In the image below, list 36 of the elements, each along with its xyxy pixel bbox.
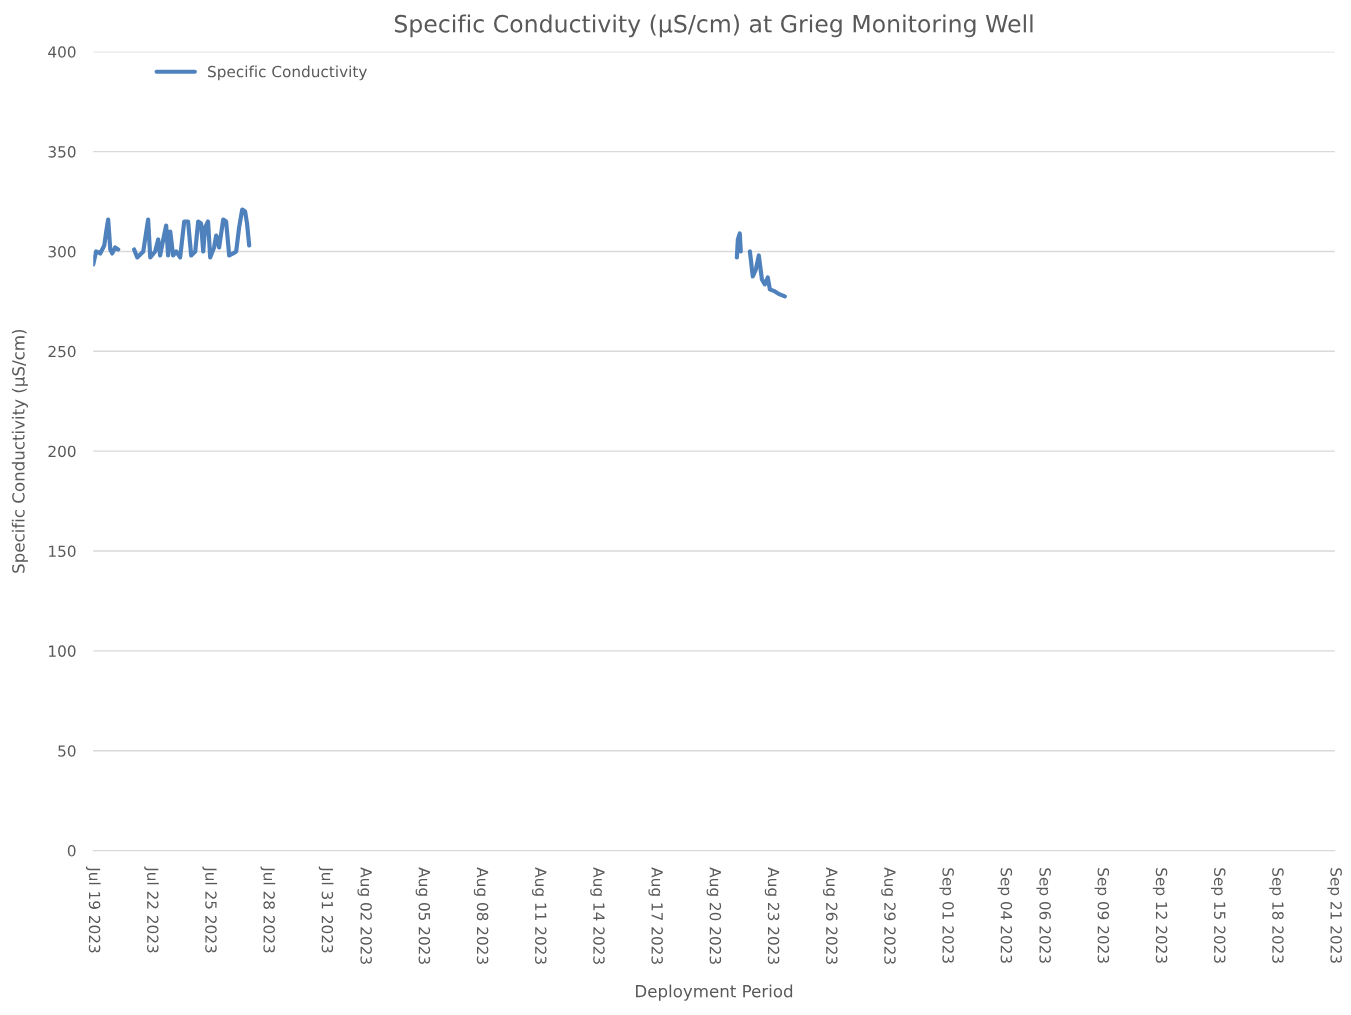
x-tick-label: Aug 20 2023 xyxy=(706,867,722,964)
y-tick-label: 0 xyxy=(67,845,76,857)
y-tick-label: 350 xyxy=(48,146,76,158)
x-tick-label: Sep 09 2023 xyxy=(1094,868,1110,963)
x-tick-label: Sep 15 2023 xyxy=(1211,868,1226,963)
x-tick-label: Aug 26 2023 xyxy=(823,867,838,964)
y-tick-label: 50 xyxy=(58,745,76,757)
x-tick-label: Jul 31 2023 xyxy=(318,866,334,953)
x-tick-label: Jul 22 2023 xyxy=(144,866,159,953)
x-tick-label: Aug 11 2023 xyxy=(532,867,547,964)
y-tick-label: 300 xyxy=(48,245,76,258)
x-tick-label: Aug 05 2023 xyxy=(415,867,431,964)
x-tick-label: Sep 01 2023 xyxy=(939,868,954,963)
x-tick-label: Sep 21 2023 xyxy=(1327,868,1342,963)
y-tick-label: 200 xyxy=(48,445,76,458)
x-tick-label: Aug 23 2023 xyxy=(764,867,780,964)
x-tick-label: Sep 04 2023 xyxy=(997,868,1013,963)
x-tick-label: Sep 06 2023 xyxy=(1036,868,1051,963)
x-tick-label: Jul 28 2023 xyxy=(260,866,276,953)
y-tick-label: 100 xyxy=(49,645,76,657)
y-tick-label: 250 xyxy=(48,345,76,358)
y-axis-title: Specific Conductivity (µS/cm) xyxy=(11,329,28,573)
chart-title: Specific Conductivity (µS/cm) at Grieg Monitoring Well xyxy=(394,14,1033,38)
x-tick-label: Sep 12 2023 xyxy=(1152,868,1168,963)
x-tick-label: Aug 29 2023 xyxy=(881,867,896,964)
x-tick-label: Jul 19 2023 xyxy=(85,866,101,953)
y-tick-label: 150 xyxy=(49,545,76,558)
y-tick-label: 400 xyxy=(48,46,76,58)
legend-label: Specific Conductivity xyxy=(208,65,367,81)
x-tick-label: Aug 17 2023 xyxy=(648,867,663,964)
x-tick-label: Jul 25 2023 xyxy=(202,866,218,953)
x-tick-label: Sep 18 2023 xyxy=(1269,868,1284,963)
x-axis-title: Deployment Period xyxy=(636,984,793,1001)
x-tick-label: Aug 08 2023 xyxy=(473,867,489,964)
x-tick-label: Aug 02 2023 xyxy=(357,867,372,964)
x-tick-label: Aug 14 2023 xyxy=(590,867,605,964)
